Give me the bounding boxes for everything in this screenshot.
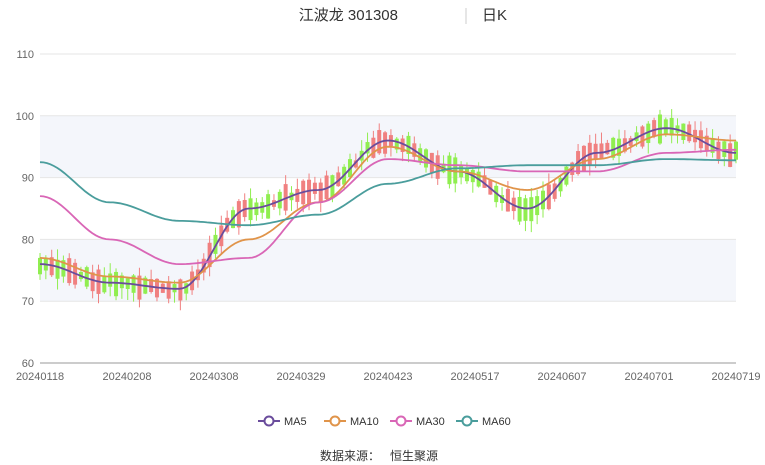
- source-value: 恒生聚源: [390, 449, 438, 463]
- candle-body: [728, 143, 733, 167]
- candle-body: [149, 279, 154, 292]
- x-tick-label: 20240308: [190, 371, 239, 383]
- candle-body: [500, 195, 505, 204]
- candle-body: [523, 198, 528, 221]
- moving-average-lines: [39, 127, 737, 290]
- candle-body: [464, 168, 469, 182]
- legend-item-ma10[interactable]: MA10: [324, 415, 379, 428]
- candle-body: [605, 142, 610, 155]
- legend-item-ma5[interactable]: MA5: [258, 415, 307, 428]
- candle-body: [599, 143, 604, 160]
- candle-body: [137, 275, 142, 300]
- candle-body: [482, 175, 487, 188]
- legend-marker: [395, 415, 407, 427]
- candle-body: [166, 281, 171, 299]
- legend-item-ma60[interactable]: MA60: [456, 415, 511, 428]
- candle-body: [529, 197, 534, 222]
- candle-body: [663, 119, 668, 135]
- candle-body: [640, 126, 645, 147]
- x-tick-label: 20240118: [16, 371, 64, 383]
- period-label: 日K: [482, 7, 507, 24]
- legend[interactable]: MA5 MA10 MA30 MA60: [258, 415, 511, 428]
- candle-body: [102, 275, 107, 293]
- chart-title: 江波龙 301308: [299, 7, 398, 24]
- candle-body: [383, 132, 388, 154]
- candle-body: [330, 175, 335, 199]
- candle-body: [540, 190, 545, 210]
- candle-body: [365, 142, 370, 154]
- legend-label: MA60: [482, 416, 511, 428]
- candle-body: [295, 188, 300, 202]
- candle-body: [114, 271, 119, 297]
- source-label: 数据来源：: [320, 448, 380, 463]
- candle-body: [371, 137, 376, 158]
- candle-body: [698, 130, 703, 149]
- candle-body: [517, 196, 522, 222]
- candle-body: [634, 132, 639, 142]
- ma-line-ma5: [39, 127, 737, 290]
- candle-body: [38, 257, 42, 275]
- legend-label: MA10: [350, 416, 379, 428]
- y-tick-label: 80: [22, 234, 34, 246]
- y-tick-label: 60: [22, 358, 34, 370]
- y-tick-label: 110: [16, 49, 34, 61]
- candle-body: [307, 179, 312, 204]
- grid-lines: [40, 53, 736, 364]
- candle-body: [119, 275, 124, 289]
- x-axis-ticks: 20240118 20240208 20240308 20240329 20240423…: [16, 371, 761, 383]
- candle-body: [184, 283, 189, 294]
- candle-body: [418, 148, 423, 163]
- candle-body: [652, 120, 657, 137]
- x-tick-label: 20240423: [364, 371, 413, 383]
- legend-label: MA30: [416, 416, 445, 428]
- candle-body: [669, 117, 674, 136]
- candle-body: [611, 137, 616, 158]
- x-tick-label: 20240208: [103, 371, 152, 383]
- candle-body: [236, 201, 241, 228]
- x-tick-label: 20240607: [538, 371, 587, 383]
- candle-body: [394, 138, 399, 150]
- ma-line-ma60: [39, 158, 736, 227]
- ma-line-ma30: [39, 148, 736, 265]
- y-tick-label: 90: [22, 173, 34, 185]
- candle-body: [108, 273, 113, 287]
- ma-line-ma10: [39, 133, 736, 284]
- x-tick-label: 20240517: [451, 371, 500, 383]
- candle-body: [312, 182, 317, 194]
- y-tick-label: 70: [22, 296, 34, 308]
- candle-body: [318, 182, 323, 202]
- candle-body: [84, 267, 89, 287]
- candle-body: [400, 138, 405, 153]
- candle-body: [558, 177, 563, 192]
- x-tick-label: 20240701: [625, 371, 674, 383]
- candle-body: [646, 123, 651, 144]
- y-axis-ticks: 60 70 80 90 100 110: [16, 49, 34, 370]
- y-tick-label: 100: [16, 111, 34, 123]
- x-tick-label: 20240329: [277, 371, 326, 383]
- legend-label: MA5: [284, 416, 307, 428]
- legend-marker: [329, 415, 341, 427]
- candle-body: [55, 259, 60, 279]
- legend-marker: [263, 415, 275, 427]
- candle-body: [593, 143, 598, 161]
- legend-marker: [461, 415, 473, 427]
- candle-body: [552, 183, 557, 199]
- candle-body: [266, 194, 271, 219]
- candle-body: [505, 188, 510, 212]
- x-tick-label: 20240719: [712, 371, 761, 383]
- candle-body: [190, 271, 195, 291]
- candle-body: [283, 184, 288, 211]
- candle-body: [336, 172, 341, 187]
- candle-body: [353, 160, 358, 168]
- legend-item-ma30[interactable]: MA30: [390, 415, 445, 428]
- candle-body: [687, 124, 692, 142]
- candle-body: [90, 272, 95, 292]
- candle-body: [406, 135, 411, 154]
- candle-body: [178, 279, 183, 301]
